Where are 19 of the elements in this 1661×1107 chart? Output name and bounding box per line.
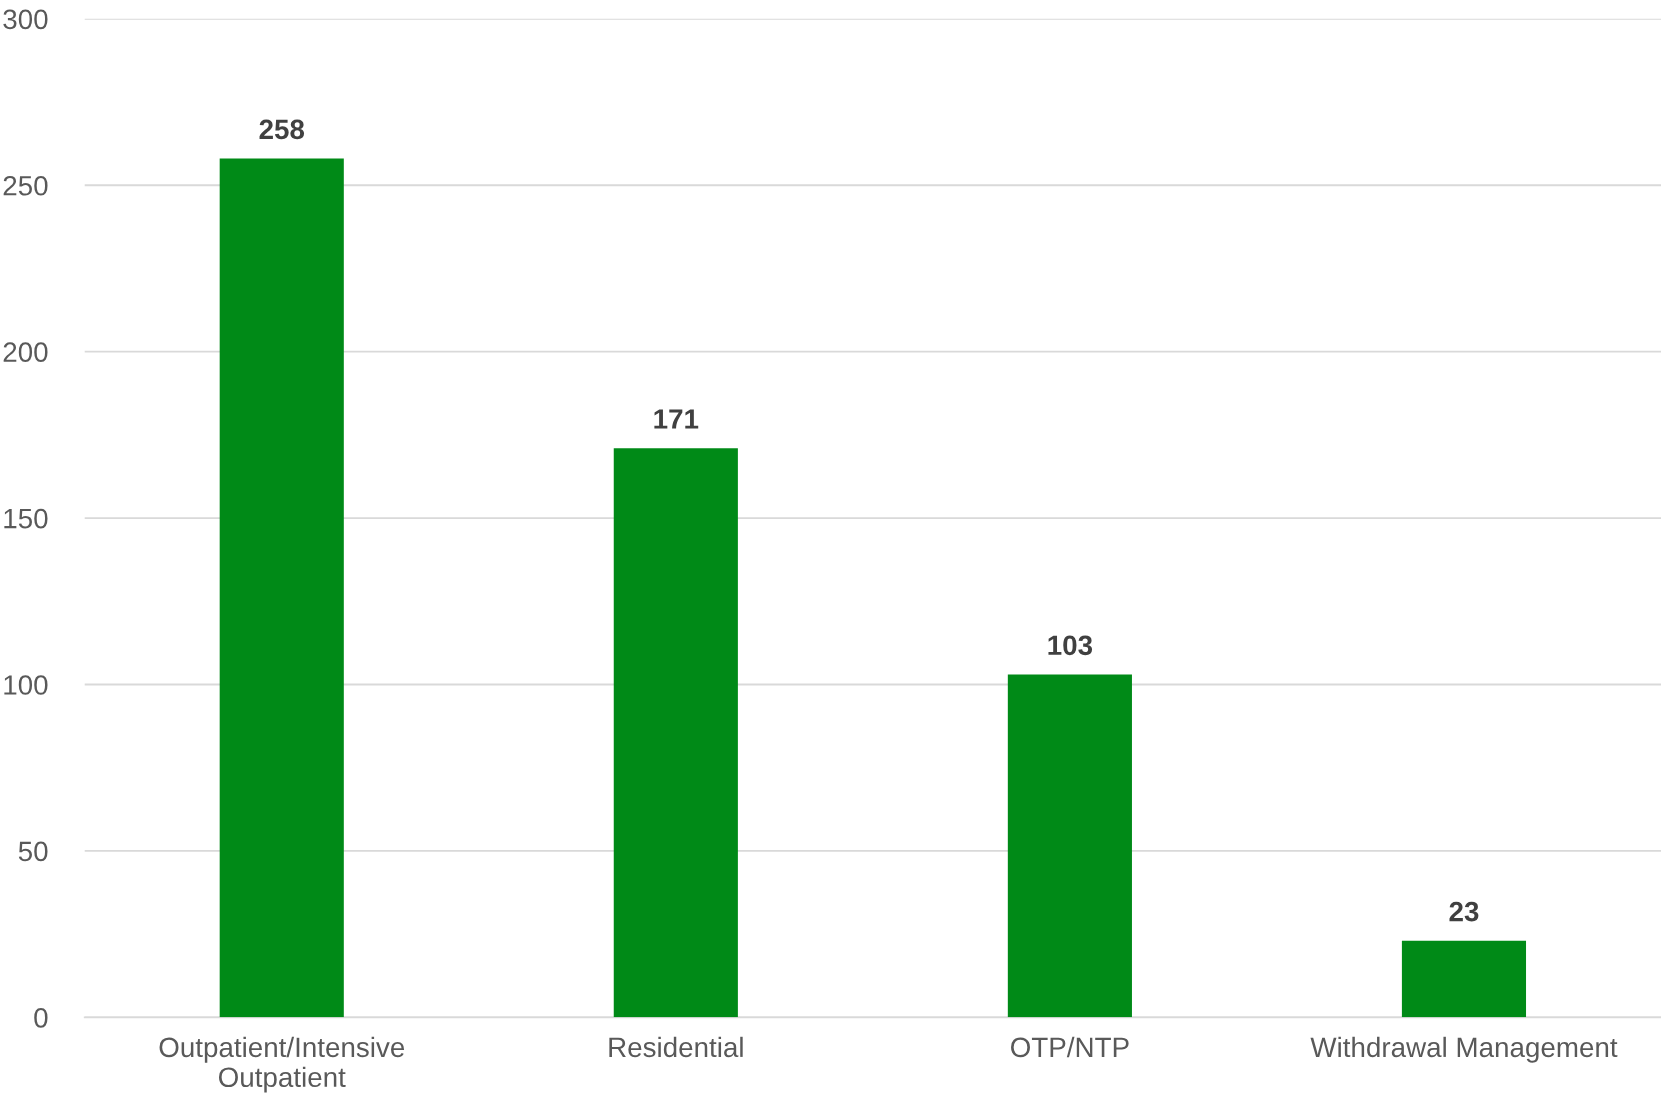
x-tick-label: Residential xyxy=(609,1036,743,1058)
y-tick-label: 100 xyxy=(4,675,48,695)
data-label: 23 xyxy=(1449,901,1479,922)
data-label: 258 xyxy=(259,119,305,140)
x-tick-label: Outpatient/Intensive Outpatient xyxy=(159,1036,405,1093)
y-tick-label: 50 xyxy=(18,841,48,862)
data-label: 103 xyxy=(1048,635,1093,656)
x-tick-label: Withdrawal Management xyxy=(1310,1036,1618,1063)
x-tick-label: OTP/NTP xyxy=(1011,1036,1129,1058)
y-tick-label: 200 xyxy=(3,342,48,362)
y-tick-label: 150 xyxy=(4,508,48,529)
bar xyxy=(1401,940,1527,1018)
bar xyxy=(219,158,344,1018)
y-tick-label: 250 xyxy=(3,175,48,196)
data-label: 171 xyxy=(654,409,699,429)
bar xyxy=(613,448,738,1018)
bar xyxy=(1007,674,1132,1018)
y-tick-label: 0 xyxy=(34,1008,48,1028)
y-tick-label: 300 xyxy=(3,9,48,30)
